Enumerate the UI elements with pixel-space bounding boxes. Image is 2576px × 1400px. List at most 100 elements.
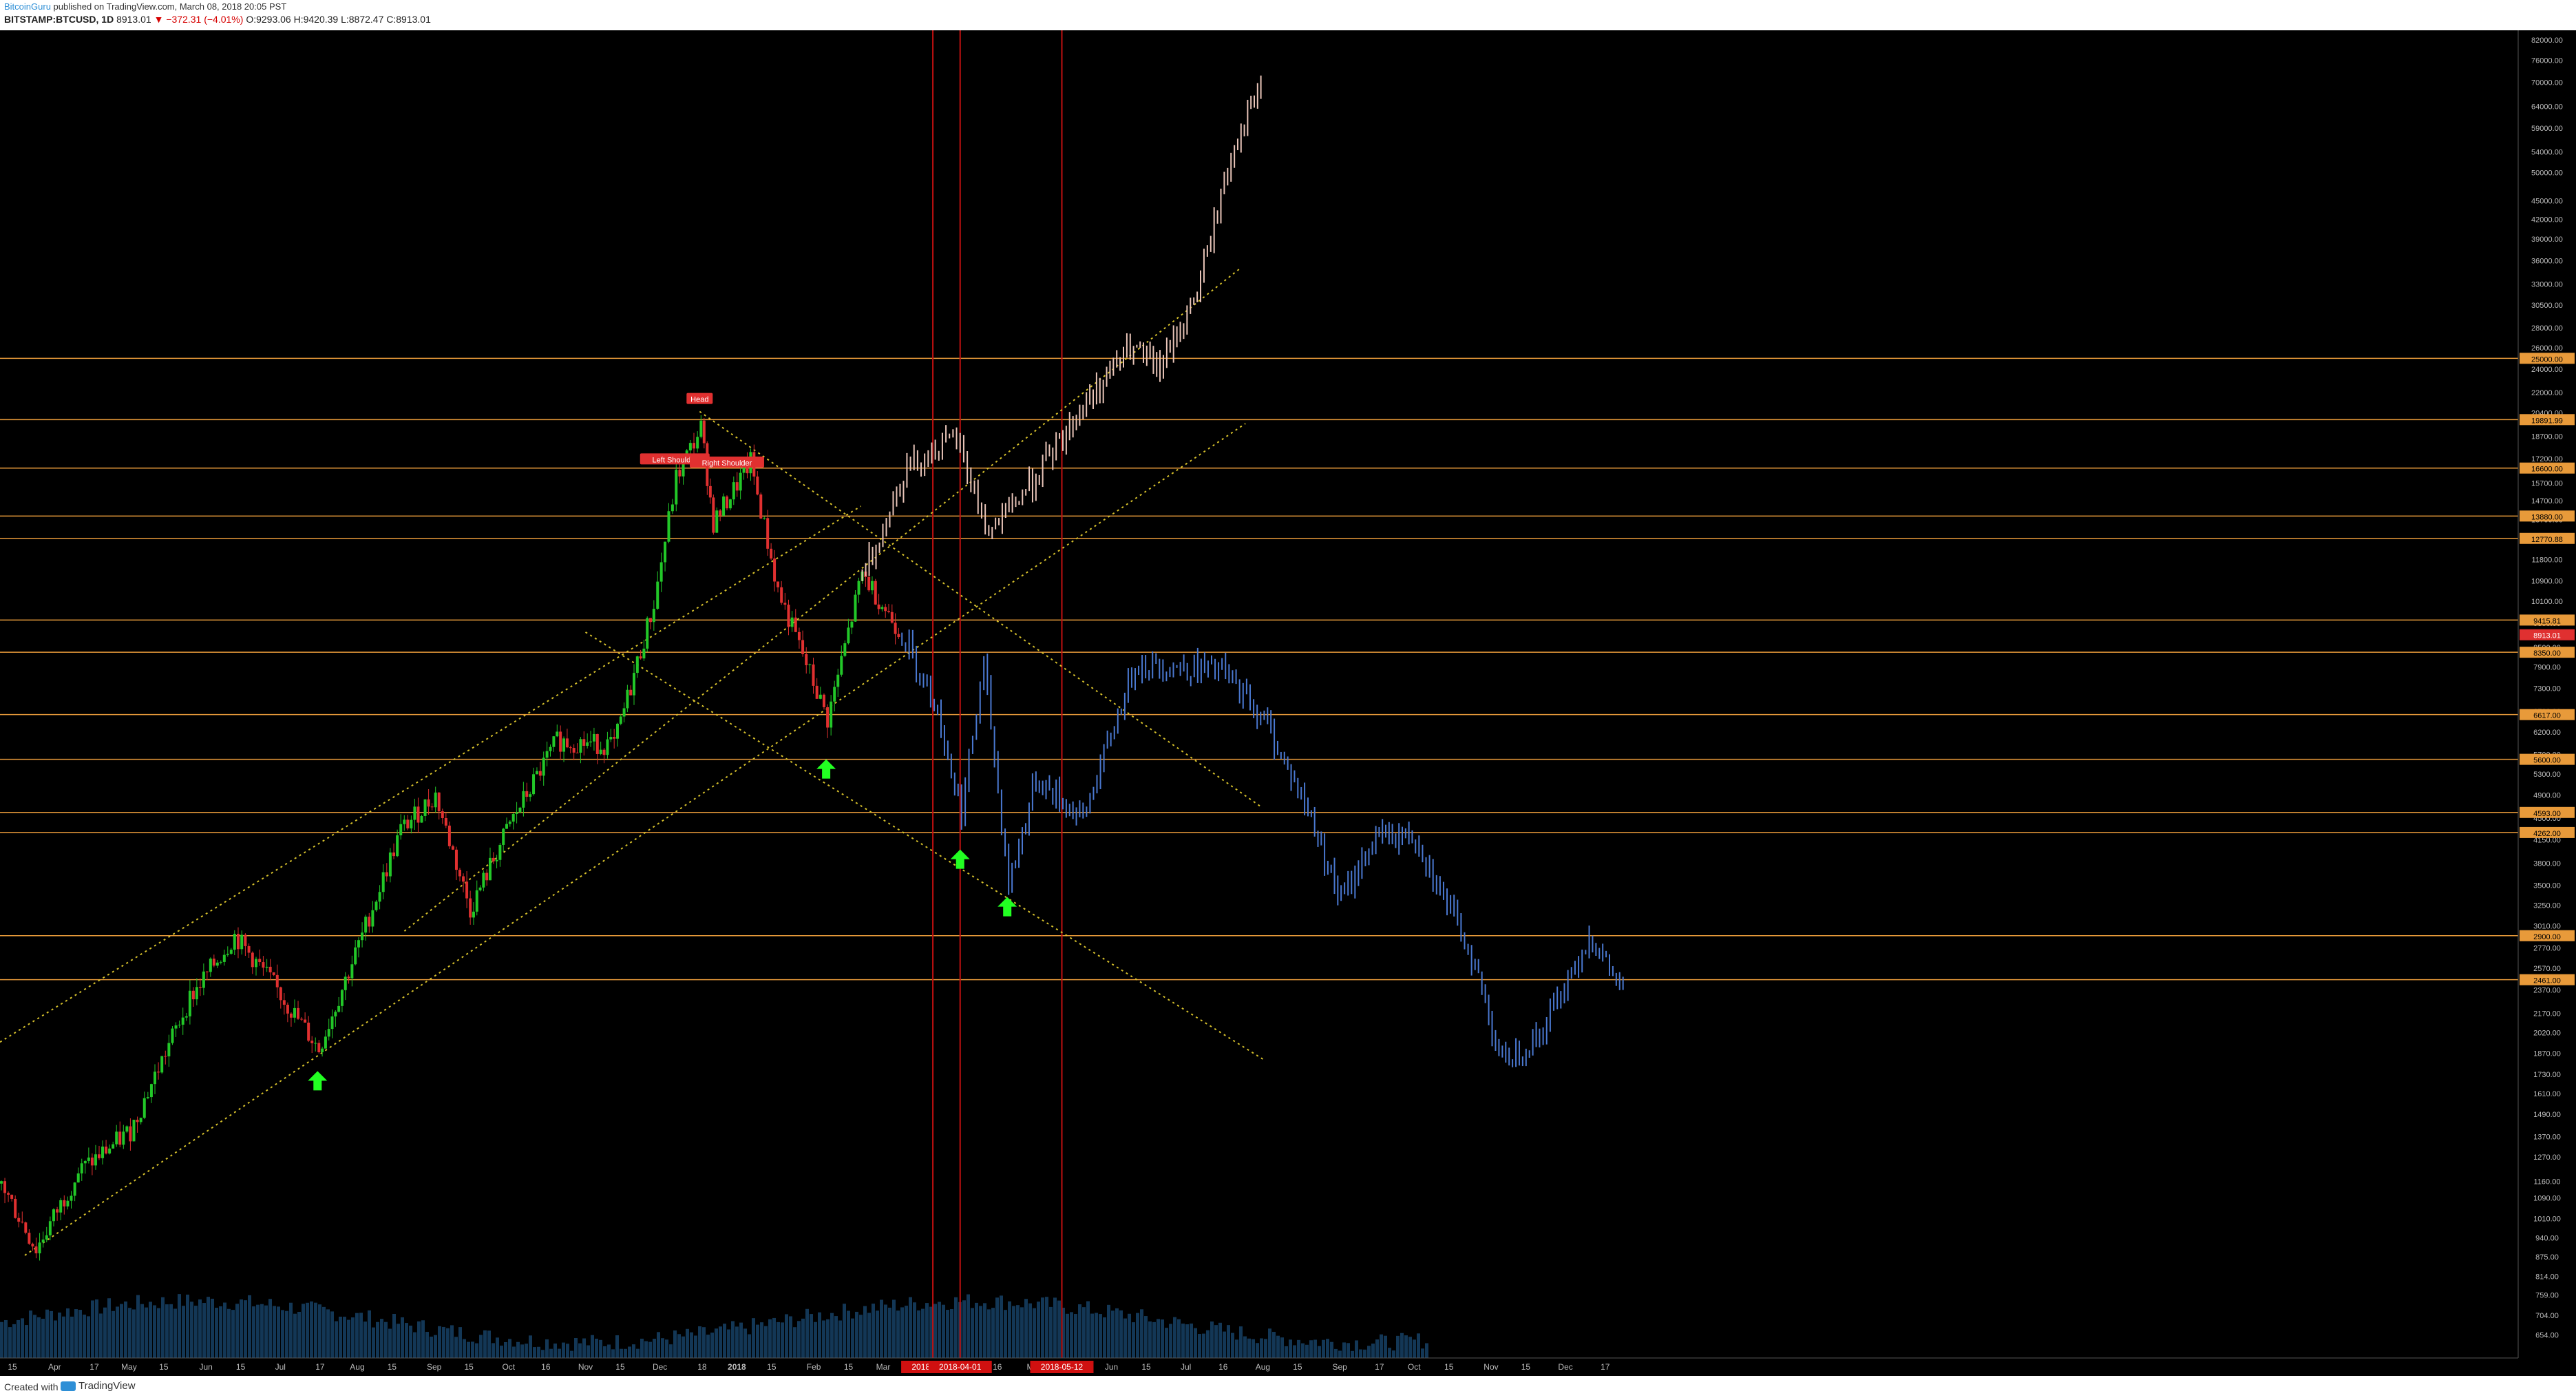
candle-body bbox=[529, 794, 532, 797]
candle-body bbox=[475, 890, 478, 912]
volume-bar bbox=[731, 1321, 735, 1358]
candle-body bbox=[24, 1222, 28, 1233]
candle-body bbox=[174, 1025, 178, 1029]
candle-body bbox=[410, 819, 413, 828]
candle-body bbox=[334, 1012, 337, 1017]
volume-bar bbox=[1020, 1307, 1024, 1358]
candle-body bbox=[385, 872, 388, 877]
y-tick-label: 36000.00 bbox=[2531, 257, 2563, 265]
volume-bar bbox=[1103, 1317, 1106, 1358]
volume-bar bbox=[384, 1321, 388, 1358]
volume-bar bbox=[277, 1306, 280, 1358]
candle-body bbox=[773, 558, 777, 582]
volume-bar bbox=[1375, 1339, 1379, 1358]
volume-bar bbox=[863, 1306, 867, 1358]
volume-bar bbox=[533, 1347, 536, 1358]
volume-bar bbox=[838, 1320, 842, 1358]
volume-bar bbox=[938, 1302, 941, 1358]
x-tick-label: 15 bbox=[1141, 1362, 1151, 1372]
candle-body bbox=[805, 654, 808, 666]
candle-body bbox=[675, 470, 678, 505]
author-link[interactable]: BitcoinGuru bbox=[4, 1, 51, 12]
level-label: 5600.00 bbox=[2533, 757, 2561, 765]
candle-body bbox=[582, 739, 586, 746]
candle-body bbox=[219, 961, 222, 963]
volume-bar bbox=[1252, 1339, 1255, 1358]
volume-bar bbox=[1342, 1342, 1346, 1358]
y-tick-label: 704.00 bbox=[2535, 1312, 2559, 1320]
candle-body bbox=[629, 689, 633, 696]
volume-bar bbox=[438, 1326, 441, 1358]
y-tick-label: 22000.00 bbox=[2531, 389, 2563, 397]
volume-bar bbox=[215, 1307, 218, 1358]
volume-bar bbox=[620, 1348, 623, 1358]
candle-body bbox=[559, 731, 562, 752]
y-tick-label: 10900.00 bbox=[2531, 577, 2563, 585]
volume-bar bbox=[1119, 1310, 1123, 1358]
level-label-box bbox=[2520, 826, 2575, 838]
volume-bar bbox=[628, 1346, 631, 1358]
candle-body bbox=[880, 607, 884, 609]
candle-body bbox=[826, 707, 830, 728]
volume-bar bbox=[636, 1348, 640, 1358]
volume-bar bbox=[12, 1324, 16, 1358]
y-tick-label: 7900.00 bbox=[2533, 664, 2561, 672]
candle-body bbox=[746, 463, 749, 474]
candle-body bbox=[171, 1028, 174, 1043]
volume-bar bbox=[727, 1329, 730, 1358]
volume-bar bbox=[549, 1348, 553, 1358]
candle-body bbox=[562, 738, 566, 752]
candle-body bbox=[392, 852, 396, 857]
candle-body bbox=[894, 623, 897, 634]
y-tick-label: 814.00 bbox=[2535, 1273, 2559, 1281]
candle-body bbox=[678, 470, 682, 477]
down-triangle-icon: ▼ bbox=[154, 14, 164, 25]
volume-bar bbox=[314, 1302, 317, 1358]
volume-bar bbox=[112, 1310, 115, 1358]
candle-body bbox=[444, 817, 447, 826]
volume-bar bbox=[417, 1321, 421, 1358]
y-tick-label: 17200.00 bbox=[2531, 455, 2563, 463]
level-label: 13880.00 bbox=[2531, 513, 2563, 521]
volume-bar bbox=[285, 1310, 288, 1358]
volume-bar bbox=[83, 1315, 86, 1358]
volume-bar bbox=[1206, 1330, 1210, 1358]
volume-bar bbox=[1239, 1326, 1243, 1358]
tradingview-brand: TradingView bbox=[78, 1380, 136, 1392]
volume-bar bbox=[1028, 1303, 1032, 1358]
volume-bar bbox=[1185, 1324, 1189, 1358]
volume-bar bbox=[190, 1302, 193, 1358]
volume-bar bbox=[661, 1338, 664, 1358]
volume-bar bbox=[1417, 1333, 1420, 1358]
volume-bar bbox=[971, 1308, 974, 1358]
volume-bar bbox=[25, 1325, 28, 1358]
volume-bar bbox=[289, 1302, 293, 1358]
volume-bar bbox=[921, 1308, 925, 1358]
candle-body bbox=[430, 806, 434, 808]
tradingview-logo[interactable]: TradingView bbox=[61, 1380, 136, 1392]
candle-body bbox=[874, 581, 877, 605]
x-tick-label: 15 bbox=[1521, 1362, 1531, 1372]
volume-bar bbox=[1223, 1331, 1226, 1358]
volume-bar bbox=[962, 1300, 966, 1358]
x-tick-label: 17 bbox=[1601, 1362, 1610, 1372]
candle-body bbox=[41, 1239, 45, 1243]
candle-body bbox=[542, 758, 545, 776]
y-tick-label: 3010.00 bbox=[2533, 922, 2561, 930]
volume-bar bbox=[235, 1304, 239, 1358]
candle-body bbox=[699, 420, 703, 437]
volume-bar bbox=[1074, 1314, 1077, 1358]
price-chart[interactable]: Head Left Shoulder Right Shoulder 82000.00… bbox=[0, 30, 2576, 1376]
volume-bar bbox=[1276, 1335, 1280, 1358]
candle-body bbox=[52, 1209, 55, 1222]
volume-bar bbox=[508, 1339, 511, 1358]
candle-body bbox=[268, 966, 272, 972]
volume-bar bbox=[669, 1344, 673, 1358]
candle-body bbox=[887, 611, 891, 612]
y-tick-label: 940.00 bbox=[2535, 1234, 2559, 1242]
candle-body bbox=[327, 1029, 330, 1037]
volume-bar bbox=[900, 1307, 904, 1358]
volume-bar bbox=[723, 1324, 726, 1358]
candle-body bbox=[897, 634, 900, 638]
volume-bar bbox=[322, 1306, 326, 1358]
